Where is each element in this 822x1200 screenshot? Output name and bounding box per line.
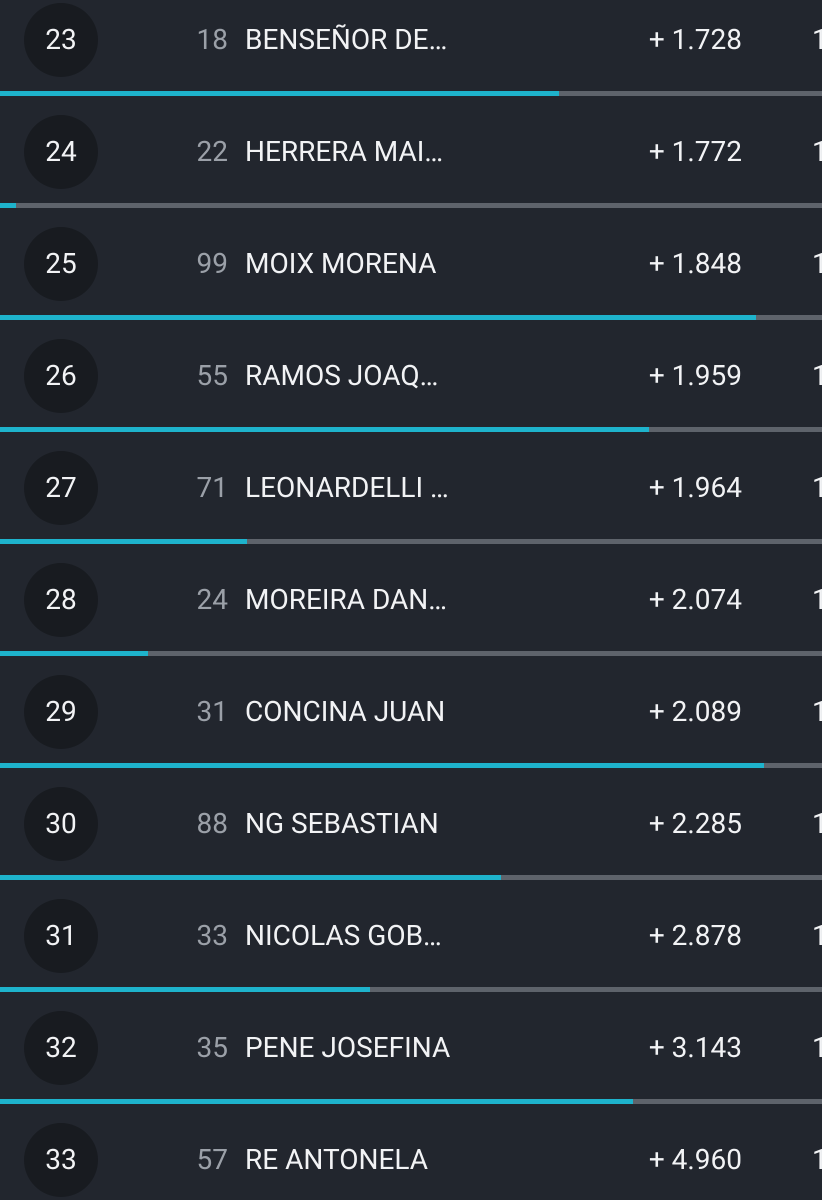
standings-row[interactable]: 32 35 PENE JOSEFINA + 3.143 1 bbox=[0, 1006, 822, 1118]
time-gap: + 2.285 bbox=[648, 807, 742, 840]
progress-bar bbox=[0, 1099, 822, 1104]
progress-bar bbox=[0, 315, 822, 320]
time-gap: + 3.143 bbox=[648, 1031, 742, 1064]
truncated-column-value: 1 bbox=[812, 23, 822, 56]
position-badge: 33 bbox=[24, 1123, 98, 1197]
bib-number: 22 bbox=[196, 135, 228, 168]
standings-row[interactable]: 29 31 CONCINA JUAN + 2.089 1 bbox=[0, 670, 822, 782]
position-badge: 29 bbox=[24, 675, 98, 749]
bib-number: 55 bbox=[196, 359, 228, 392]
progress-bar bbox=[0, 91, 822, 96]
progress-bar bbox=[0, 539, 822, 544]
position-badge: 28 bbox=[24, 563, 98, 637]
progress-bar-fill bbox=[0, 539, 247, 544]
progress-bar-fill bbox=[0, 427, 650, 432]
time-gap: + 2.089 bbox=[648, 695, 742, 728]
time-gap: + 1.728 bbox=[648, 23, 742, 56]
truncated-column-value: 1 bbox=[812, 471, 822, 504]
progress-bar-fill bbox=[0, 987, 370, 992]
standings-row[interactable]: 30 88 NG SEBASTIAN + 2.285 1 bbox=[0, 782, 822, 894]
standings-row[interactable]: 23 18 BENSEÑOR DE… + 1.728 1 bbox=[0, 0, 822, 110]
progress-bar-fill bbox=[0, 203, 17, 208]
bib-number: 18 bbox=[196, 23, 228, 56]
progress-bar bbox=[0, 763, 822, 768]
bib-number: 71 bbox=[196, 471, 228, 504]
position-badge: 32 bbox=[24, 1011, 98, 1085]
position-badge: 27 bbox=[24, 451, 98, 525]
truncated-column-value: 1 bbox=[812, 919, 822, 952]
athlete-name: MOREIRA DAN… bbox=[245, 583, 448, 616]
athlete-name: BENSEÑOR DE… bbox=[245, 23, 448, 56]
position-badge: 30 bbox=[24, 787, 98, 861]
standings-row[interactable]: 26 55 RAMOS JOAQ… + 1.959 1 bbox=[0, 334, 822, 446]
position-badge: 23 bbox=[24, 3, 98, 77]
position-badge: 26 bbox=[24, 339, 98, 413]
athlete-name: NG SEBASTIAN bbox=[245, 807, 439, 840]
bib-number: 33 bbox=[196, 919, 228, 952]
progress-bar bbox=[0, 427, 822, 432]
standings-row[interactable]: 31 33 NICOLAS GOB… + 2.878 1 bbox=[0, 894, 822, 1006]
time-gap: + 2.074 bbox=[648, 583, 742, 616]
truncated-column-value: 1 bbox=[812, 695, 822, 728]
truncated-column-value: 1 bbox=[812, 1031, 822, 1064]
truncated-column-value: 1 bbox=[812, 247, 822, 280]
position-badge: 24 bbox=[24, 115, 98, 189]
athlete-name: LEONARDELLI … bbox=[245, 471, 449, 504]
truncated-column-value: 1 bbox=[812, 1143, 822, 1176]
truncated-column-value: 1 bbox=[812, 807, 822, 840]
athlete-name: RE ANTONELA bbox=[245, 1143, 429, 1176]
time-gap: + 2.878 bbox=[648, 919, 742, 952]
truncated-column-value: 1 bbox=[812, 359, 822, 392]
athlete-name: HERRERA MAI… bbox=[245, 135, 444, 168]
time-gap: + 4.960 bbox=[648, 1143, 742, 1176]
athlete-name: CONCINA JUAN bbox=[245, 695, 446, 728]
standings-row[interactable]: 27 71 LEONARDELLI … + 1.964 1 bbox=[0, 446, 822, 558]
standings-row[interactable]: 25 99 MOIX MORENA + 1.848 1 bbox=[0, 222, 822, 334]
position-badge: 25 bbox=[24, 227, 98, 301]
standings-row[interactable]: 33 57 RE ANTONELA + 4.960 1 bbox=[0, 1118, 822, 1200]
time-gap: + 1.772 bbox=[648, 135, 742, 168]
truncated-column-value: 1 bbox=[812, 135, 822, 168]
progress-bar-fill bbox=[0, 315, 757, 320]
progress-bar bbox=[0, 203, 822, 208]
progress-bar bbox=[0, 651, 822, 656]
progress-bar-fill bbox=[0, 875, 502, 880]
standings-row[interactable]: 24 22 HERRERA MAI… + 1.772 1 bbox=[0, 110, 822, 222]
bib-number: 31 bbox=[196, 695, 228, 728]
standings-row[interactable]: 28 24 MOREIRA DAN… + 2.074 1 bbox=[0, 558, 822, 670]
time-gap: + 1.959 bbox=[648, 359, 742, 392]
progress-bar bbox=[0, 987, 822, 992]
progress-bar-fill bbox=[0, 763, 765, 768]
bib-number: 35 bbox=[196, 1031, 228, 1064]
bib-number: 57 bbox=[196, 1143, 228, 1176]
progress-bar-fill bbox=[0, 1099, 633, 1104]
time-gap: + 1.964 bbox=[648, 471, 742, 504]
progress-bar-fill bbox=[0, 91, 559, 96]
progress-bar bbox=[0, 875, 822, 880]
athlete-name: PENE JOSEFINA bbox=[245, 1031, 451, 1064]
athlete-name: RAMOS JOAQ… bbox=[245, 359, 439, 392]
progress-bar-fill bbox=[0, 651, 148, 656]
athlete-name: MOIX MORENA bbox=[245, 247, 437, 280]
bib-number: 99 bbox=[196, 247, 228, 280]
athlete-name: NICOLAS GOB… bbox=[245, 919, 442, 952]
bib-number: 24 bbox=[196, 583, 228, 616]
truncated-column-value: 1 bbox=[812, 583, 822, 616]
time-gap: + 1.848 bbox=[648, 247, 742, 280]
position-badge: 31 bbox=[24, 899, 98, 973]
bib-number: 88 bbox=[196, 807, 228, 840]
